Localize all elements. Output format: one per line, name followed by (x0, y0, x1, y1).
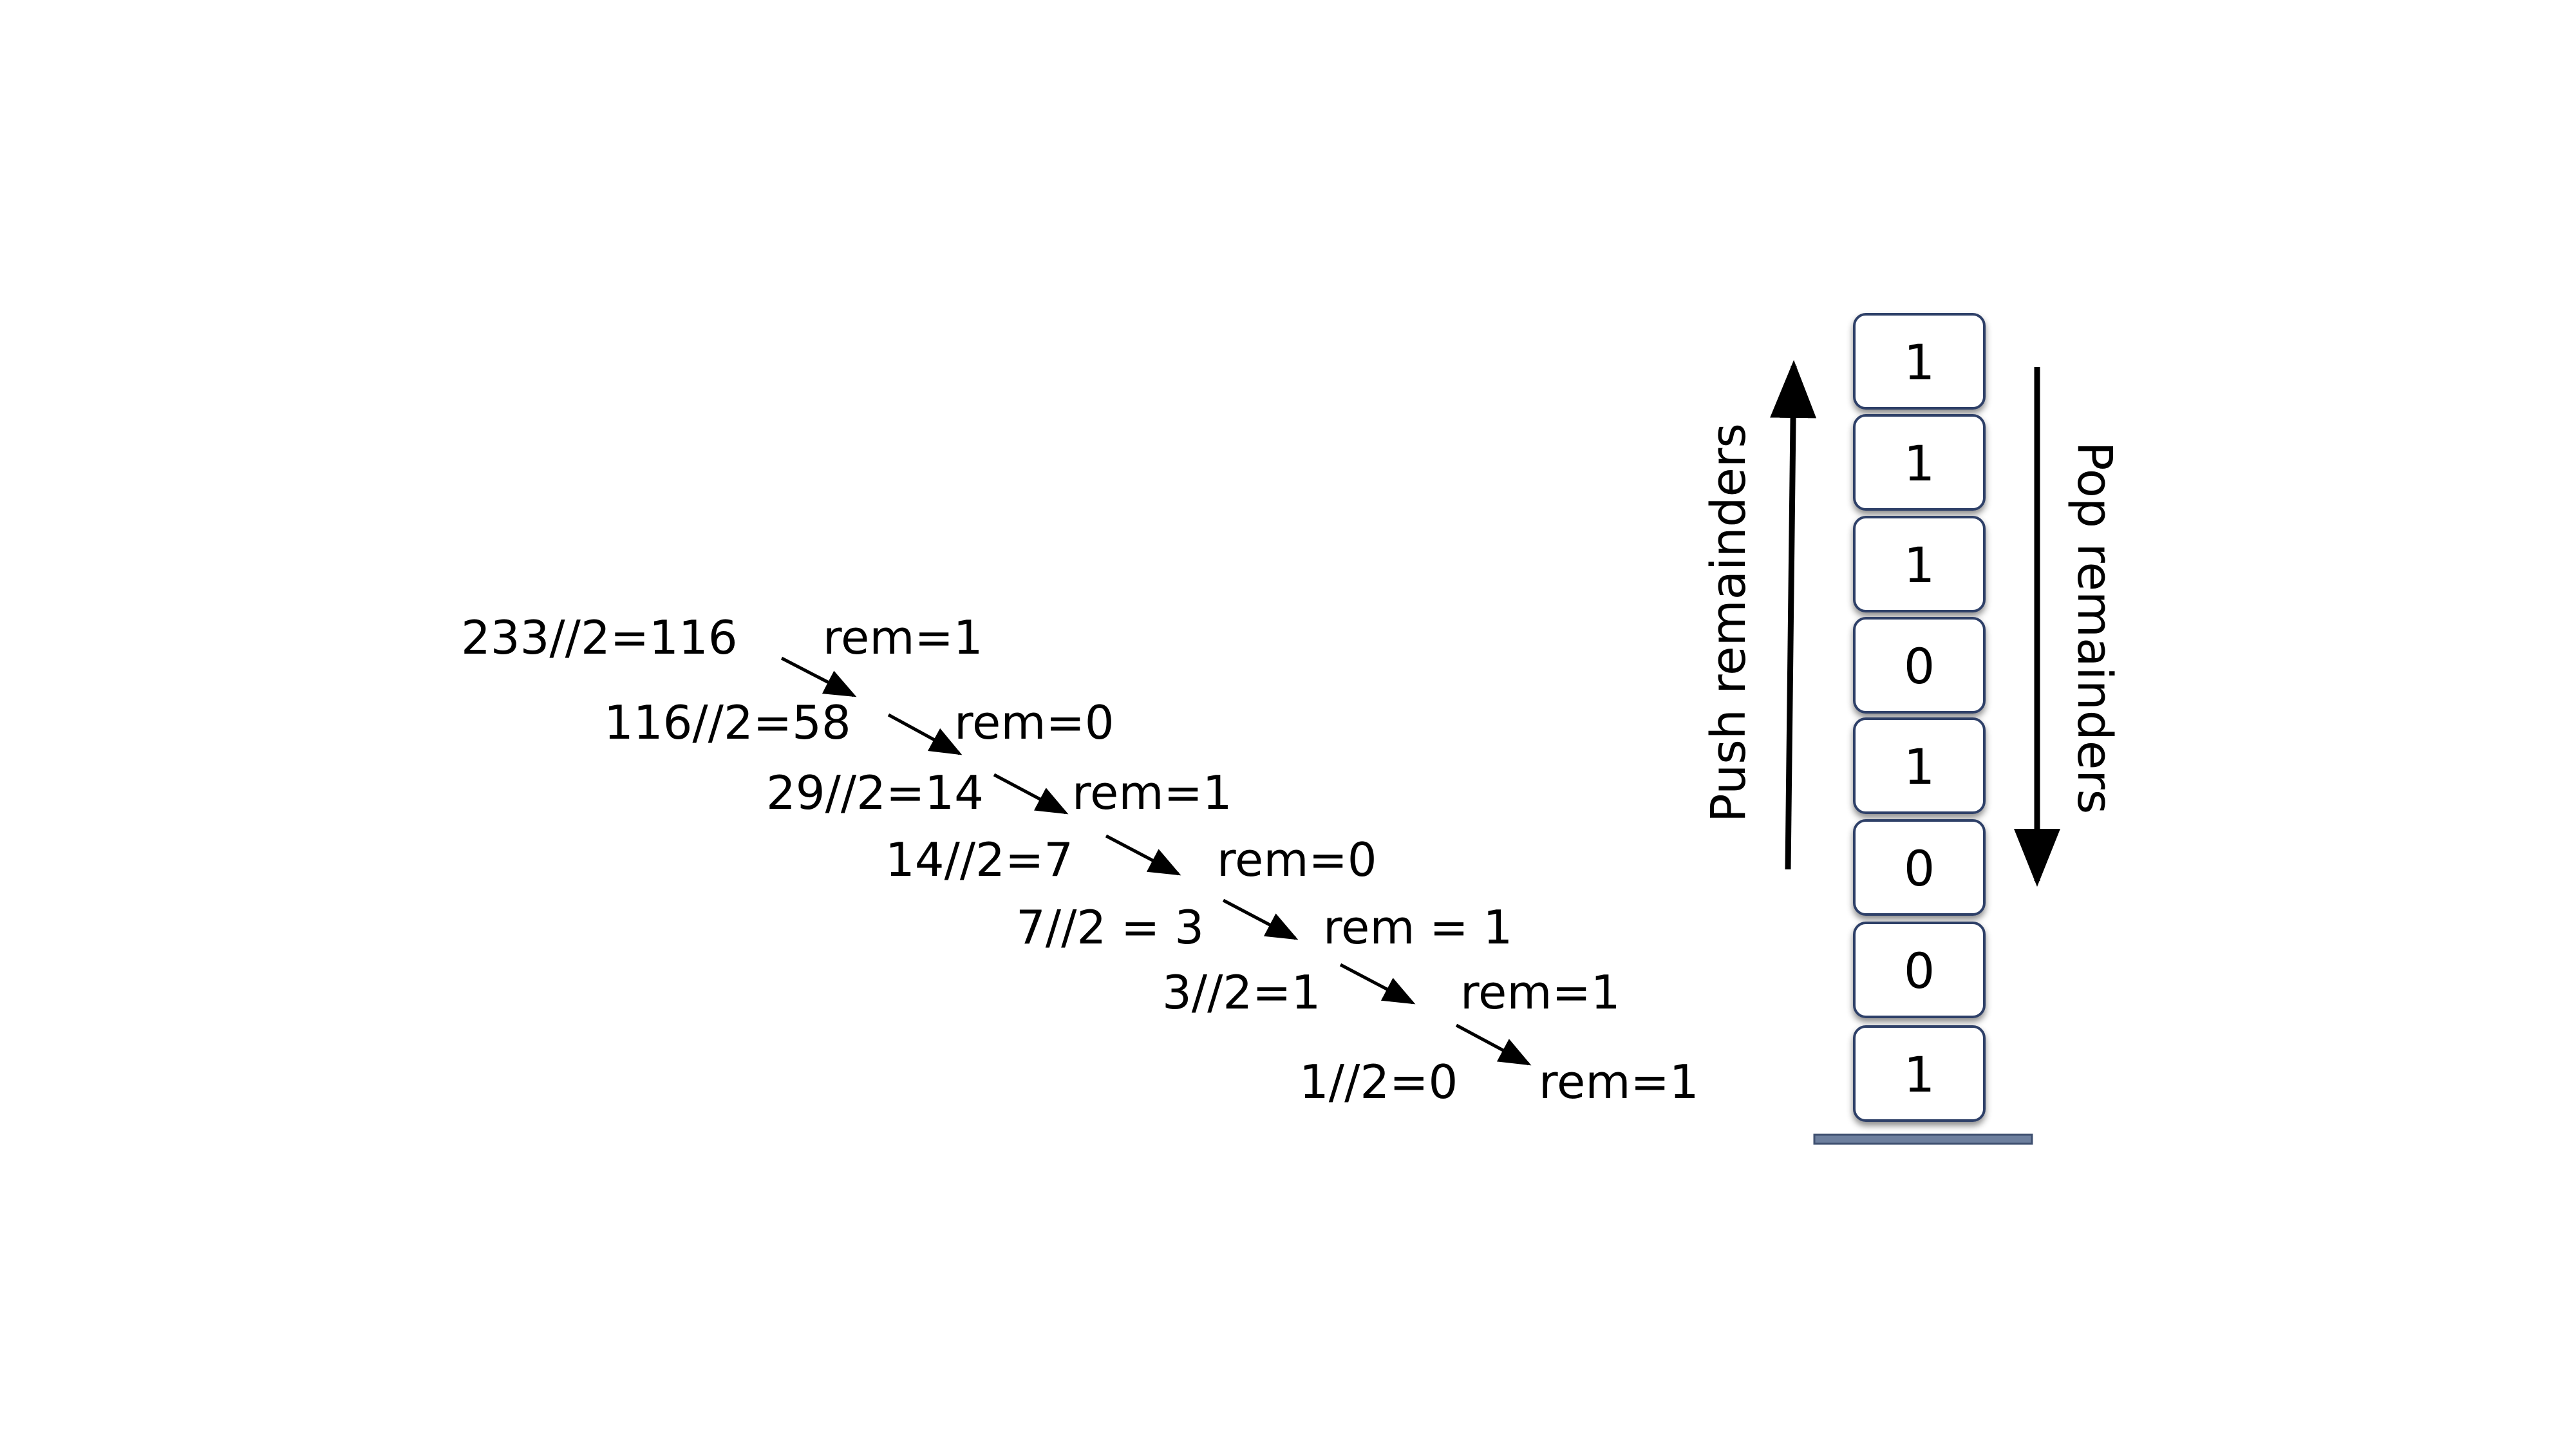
step-arrow-1 (780, 656, 857, 697)
step-arrow-4 (1105, 834, 1181, 876)
stack-cell-value: 1 (1904, 536, 1935, 594)
stack-cell-value: 0 (1904, 942, 1935, 999)
step-remainder-7: rem=1 (1539, 1055, 1699, 1109)
pop-remainders-label: Pop remainders (2067, 442, 2122, 814)
step-remainder-2: rem=0 (954, 696, 1114, 750)
step-arrow-3 (993, 773, 1069, 815)
stack-cell: 1 (1853, 313, 1986, 410)
step-expression-4: 14//2=7 (885, 833, 1073, 887)
step-arrows (780, 656, 1532, 1066)
stack-cell-value: 1 (1904, 738, 1935, 795)
step-expression-2: 116//2=58 (604, 696, 851, 750)
stack-cell-value: 1 (1904, 1046, 1935, 1103)
step-arrow-7 (1455, 1023, 1532, 1066)
step-arrow-2 (887, 713, 963, 755)
stack-cell: 1 (1853, 516, 1986, 612)
step-remainder-3: rem=1 (1072, 766, 1232, 820)
step-expression-6: 3//2=1 (1162, 965, 1321, 1019)
step-arrow-6 (1339, 963, 1416, 1005)
stack-cell-value: 1 (1904, 435, 1935, 492)
push-remainders: Push remainders (1701, 360, 1817, 870)
step-arrow-5 (1222, 898, 1299, 940)
push-up-arrow (1770, 360, 1817, 870)
stack-cell-value: 0 (1904, 638, 1935, 695)
stack-cell: 1 (1853, 1025, 1986, 1122)
step-remainder-5: rem = 1 (1323, 900, 1512, 954)
stack-cell: 1 (1853, 414, 1986, 511)
stack-cell-value: 0 (1904, 840, 1935, 897)
step-expression-7: 1//2=0 (1299, 1055, 1458, 1109)
step-expression-1: 233//2=116 (461, 611, 738, 665)
stack-cell-value: 1 (1904, 334, 1935, 391)
stack-cell: 1 (1853, 717, 1986, 814)
step-expression-5: 7//2 = 3 (1016, 900, 1204, 954)
step-remainder-4: rem=0 (1217, 833, 1377, 887)
step-remainder-1: rem=1 (823, 611, 983, 665)
division-steps: 233//2=116 rem=1 116//2=58 rem=0 29//2=1… (461, 611, 1699, 1109)
push-remainders-label: Push remainders (1701, 423, 1756, 822)
stack: 1 1 1 0 1 0 0 1 (1813, 313, 2033, 1145)
step-remainder-6: rem=1 (1460, 965, 1621, 1019)
stack-cell: 0 (1853, 922, 1986, 1018)
pop-remainders: Pop remainders (2014, 367, 2122, 887)
stack-cell: 0 (1853, 819, 1986, 916)
stack-cell: 0 (1853, 617, 1986, 714)
step-expression-3: 29//2=14 (766, 766, 984, 820)
stack-base (1813, 1133, 2033, 1145)
